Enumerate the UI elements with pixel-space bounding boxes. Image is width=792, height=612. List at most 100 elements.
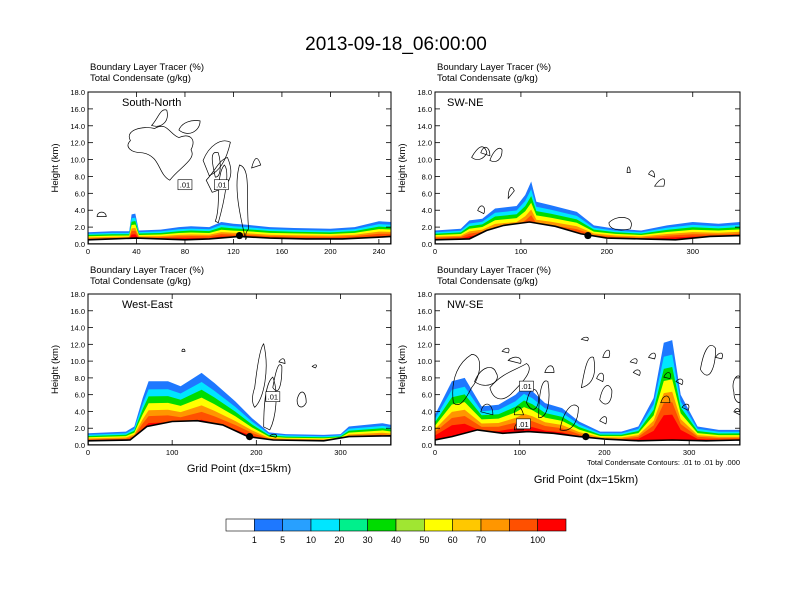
colorbar-label: 30 xyxy=(363,535,373,545)
colorbar-label: 5 xyxy=(280,535,285,545)
x-tick-label: 200 xyxy=(598,448,611,457)
colorbar-label: 10 xyxy=(306,535,316,545)
y-tick-label: 6.0 xyxy=(75,189,85,198)
condensate-contour xyxy=(278,358,286,364)
x-tick-label: 200 xyxy=(601,247,614,256)
panel-header-line2: Total Condensate (g/kg) xyxy=(437,73,538,84)
y-tick-label: 0.0 xyxy=(422,240,432,249)
y-tick-label: 2.0 xyxy=(75,424,85,433)
section-name-label: South-North xyxy=(122,97,181,109)
condensate-contour xyxy=(311,364,317,369)
plot-frame xyxy=(87,293,392,446)
y-tick-label: 8.0 xyxy=(75,172,85,181)
y-tick-label: 8.0 xyxy=(422,374,432,383)
condensate-contour xyxy=(252,343,267,408)
colorbar-swatch xyxy=(310,518,340,532)
condensate-contour xyxy=(474,367,498,386)
condensate-contour xyxy=(96,211,107,217)
colorbar-label: 50 xyxy=(419,535,429,545)
y-tick-label: 10.0 xyxy=(417,156,432,165)
terrain-line xyxy=(435,221,740,244)
colorbar-swatch xyxy=(282,518,312,532)
condensate-contour xyxy=(648,170,655,178)
contour-label: .01 xyxy=(518,420,528,429)
colorbar-label: 60 xyxy=(448,535,458,545)
contour-label-box xyxy=(265,391,281,402)
plot-area: .01 xyxy=(88,343,391,445)
section-plot-2: .01 West-East 0.0 2.0 4.0 6.0 8.0 10.0 12.0 14.0 1… xyxy=(50,290,392,457)
contour-note: Total Condensate Contours: .01 to .01 by… xyxy=(587,458,740,467)
y-tick-label: 2.0 xyxy=(75,223,85,232)
y-tick-label: 18.0 xyxy=(70,88,85,97)
y-tick-label: 14.0 xyxy=(417,122,432,131)
condensate-contour xyxy=(599,385,613,405)
location-marker xyxy=(582,433,590,441)
y-tick-label: 10.0 xyxy=(417,357,432,366)
x-tick-label: 120 xyxy=(227,247,240,256)
condensate-contour xyxy=(626,166,631,173)
condensate-contour xyxy=(507,187,515,200)
condensate-contour xyxy=(608,217,632,231)
condensate-contour xyxy=(202,140,231,177)
condensate-contour xyxy=(214,164,228,224)
y-tick-label: 4.0 xyxy=(75,206,85,215)
x-tick-label: 200 xyxy=(324,247,337,256)
condensate-contour xyxy=(263,376,277,431)
x-tick-label: 300 xyxy=(683,448,696,457)
colorbar-swatch xyxy=(395,518,425,532)
colorbar-swatch xyxy=(480,518,510,532)
colorbar-swatch xyxy=(367,518,397,532)
y-tick-label: 14.0 xyxy=(417,324,432,333)
panel-nw-se: Boundary Layer Tracer (%) Total Condensa… xyxy=(437,265,551,287)
y-tick-label: 10.0 xyxy=(70,357,85,366)
condensate-contour xyxy=(236,164,249,240)
colorbar: 1 5 10 20 30 40 50 60 70 100 xyxy=(225,518,567,545)
y-tick-label: 0.0 xyxy=(75,441,85,450)
contour-label: .01 xyxy=(521,382,531,391)
x-tick-label: 200 xyxy=(250,448,263,457)
condensate-contour xyxy=(296,391,307,408)
colorbar-swatch xyxy=(254,518,283,532)
contour-label-box xyxy=(516,418,531,430)
panel-header-line2: Total Condensate (g/kg) xyxy=(437,276,538,287)
section-plot-1: SW-NE 0.0 2.0 4.0 6.0 8.0 10.0 12.0 14.0 16.0 18.0… xyxy=(397,88,741,256)
x-axis-label-left: Grid Point (dx=15km) xyxy=(187,463,291,475)
y-tick-label: 4.0 xyxy=(75,407,85,416)
colorbar-swatch xyxy=(537,518,567,532)
x-tick-label: 300 xyxy=(686,247,699,256)
colorbar-label: 70 xyxy=(476,535,486,545)
x-axis-label-right: Grid Point (dx=15km) xyxy=(534,474,638,486)
plot-area: .01 .01 xyxy=(88,109,391,244)
y-tick-label: 6.0 xyxy=(422,189,432,198)
panel-west-east: Boundary Layer Tracer (%) Total Condensa… xyxy=(90,265,204,287)
condensate-contour xyxy=(480,403,494,416)
y-tick-label: 16.0 xyxy=(417,307,432,316)
condensate-contour xyxy=(526,388,540,410)
y-tick-label: 16.0 xyxy=(417,105,432,114)
condensate-contour xyxy=(178,120,201,134)
colorbar-label: 1 xyxy=(252,535,257,545)
condensate-contour xyxy=(513,406,524,416)
section-name-label: SW-NE xyxy=(447,97,483,109)
y-tick-label: 6.0 xyxy=(422,391,432,400)
condensate-contour xyxy=(559,404,579,431)
location-marker xyxy=(246,433,254,441)
colorbar-label: 100 xyxy=(530,535,545,545)
condensate-contour xyxy=(501,347,510,354)
y-tick-label: 8.0 xyxy=(422,172,432,181)
contour-label: .01 xyxy=(268,393,278,402)
condensate-contour xyxy=(150,109,168,127)
y-tick-label: 4.0 xyxy=(422,206,432,215)
condensate-contour xyxy=(269,433,277,438)
y-tick-label: 4.0 xyxy=(422,407,432,416)
condensate-contour xyxy=(629,358,638,364)
condensate-contour xyxy=(477,205,485,215)
x-tick-label: 80 xyxy=(181,247,189,256)
x-tick-label: 160 xyxy=(276,247,289,256)
y-tick-label: 0.0 xyxy=(75,240,85,249)
y-tick-label: 8.0 xyxy=(75,374,85,383)
x-tick-label: 100 xyxy=(166,448,179,457)
condensate-contour xyxy=(480,147,491,157)
y-axis-label: Height (km) xyxy=(50,345,61,394)
